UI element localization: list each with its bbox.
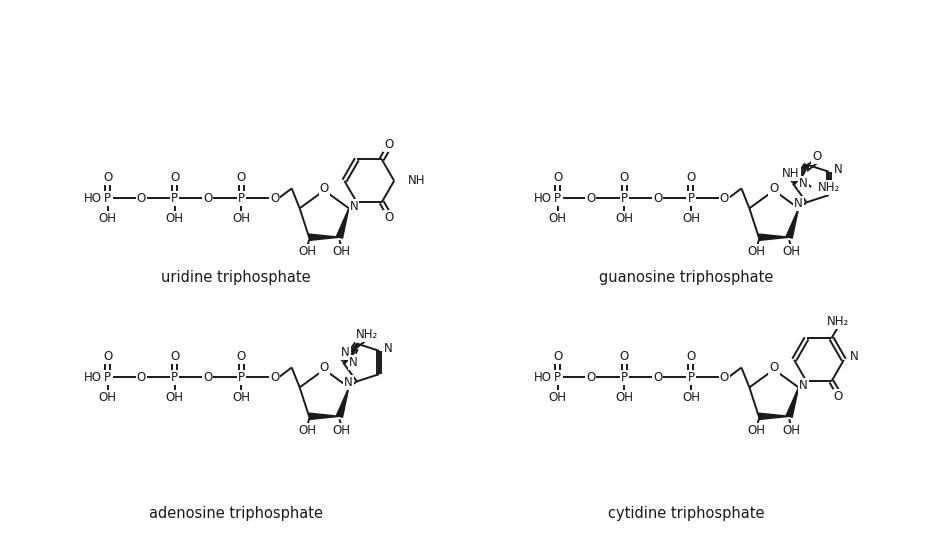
Text: OH: OH: [782, 424, 800, 437]
Text: N: N: [799, 379, 807, 392]
Polygon shape: [309, 234, 339, 241]
Polygon shape: [787, 208, 799, 238]
Polygon shape: [336, 208, 349, 238]
Text: O: O: [137, 371, 145, 384]
Text: O: O: [719, 371, 729, 384]
Text: O: O: [319, 182, 329, 195]
Text: O: O: [586, 192, 596, 205]
Text: N: N: [350, 356, 358, 369]
Text: N: N: [350, 200, 358, 213]
Text: cytidine triphosphate: cytidine triphosphate: [608, 507, 764, 521]
Text: O: O: [270, 371, 279, 384]
Text: O: O: [686, 350, 695, 363]
Text: N: N: [799, 176, 807, 190]
Text: O: O: [237, 350, 246, 363]
Text: P: P: [238, 371, 245, 384]
Text: HO: HO: [534, 371, 552, 384]
Text: OH: OH: [232, 212, 250, 225]
Text: OH: OH: [616, 212, 634, 225]
Text: P: P: [554, 371, 561, 384]
Text: P: P: [171, 371, 178, 384]
Text: O: O: [384, 211, 393, 224]
Text: P: P: [688, 371, 694, 384]
Text: OH: OH: [332, 244, 351, 258]
Text: NH: NH: [782, 168, 800, 180]
Text: O: O: [319, 361, 329, 374]
Text: OH: OH: [232, 391, 250, 404]
Text: NH₂: NH₂: [827, 315, 849, 328]
Text: P: P: [688, 192, 694, 205]
Text: O: O: [653, 371, 662, 384]
Text: O: O: [619, 171, 629, 184]
Text: N: N: [834, 163, 843, 176]
Text: N: N: [344, 376, 352, 389]
Text: uridine triphosphate: uridine triphosphate: [162, 270, 311, 285]
Text: N: N: [850, 351, 859, 363]
Text: O: O: [170, 350, 180, 363]
Text: O: O: [770, 182, 779, 195]
Text: OH: OH: [616, 391, 634, 404]
Text: guanosine triphosphate: guanosine triphosphate: [598, 270, 773, 285]
Text: HO: HO: [84, 192, 102, 205]
Polygon shape: [336, 388, 349, 418]
Text: O: O: [270, 192, 279, 205]
Polygon shape: [759, 413, 789, 420]
Text: P: P: [620, 192, 628, 205]
Text: NH: NH: [408, 174, 426, 187]
Text: OH: OH: [548, 391, 566, 404]
Text: P: P: [104, 371, 111, 384]
Text: OH: OH: [332, 424, 351, 437]
Text: O: O: [586, 371, 596, 384]
Text: O: O: [553, 350, 562, 363]
Text: P: P: [620, 371, 628, 384]
Text: HO: HO: [84, 371, 102, 384]
Polygon shape: [759, 234, 789, 241]
Text: N: N: [794, 197, 803, 210]
Text: O: O: [719, 192, 729, 205]
Text: NH₂: NH₂: [818, 181, 841, 194]
Text: OH: OH: [682, 391, 700, 404]
Text: O: O: [653, 192, 662, 205]
Text: N: N: [384, 342, 392, 356]
Text: O: O: [137, 192, 145, 205]
Text: OH: OH: [748, 424, 766, 437]
Text: O: O: [834, 390, 843, 403]
Text: O: O: [770, 361, 779, 374]
Text: O: O: [686, 171, 695, 184]
Text: N: N: [341, 346, 350, 359]
Text: P: P: [104, 192, 111, 205]
Text: HO: HO: [534, 192, 552, 205]
Text: OH: OH: [165, 391, 183, 404]
Text: P: P: [238, 192, 245, 205]
Text: O: O: [203, 192, 213, 205]
Polygon shape: [309, 413, 339, 420]
Text: O: O: [203, 371, 213, 384]
Text: O: O: [104, 171, 112, 184]
Text: OH: OH: [682, 212, 700, 225]
Text: P: P: [554, 192, 561, 205]
Text: O: O: [812, 150, 821, 163]
Text: O: O: [553, 171, 562, 184]
Text: OH: OH: [298, 244, 316, 258]
Text: O: O: [104, 350, 112, 363]
Text: NH₂: NH₂: [355, 328, 378, 341]
Text: O: O: [237, 171, 246, 184]
Text: OH: OH: [748, 244, 766, 258]
Text: adenosine triphosphate: adenosine triphosphate: [149, 507, 323, 521]
Text: P: P: [171, 192, 178, 205]
Text: OH: OH: [165, 212, 183, 225]
Text: O: O: [619, 350, 629, 363]
Polygon shape: [787, 388, 799, 418]
Text: OH: OH: [298, 424, 316, 437]
Text: O: O: [384, 138, 393, 151]
Text: OH: OH: [782, 244, 800, 258]
Text: OH: OH: [99, 391, 117, 404]
Text: OH: OH: [548, 212, 566, 225]
Text: OH: OH: [99, 212, 117, 225]
Text: O: O: [170, 171, 180, 184]
